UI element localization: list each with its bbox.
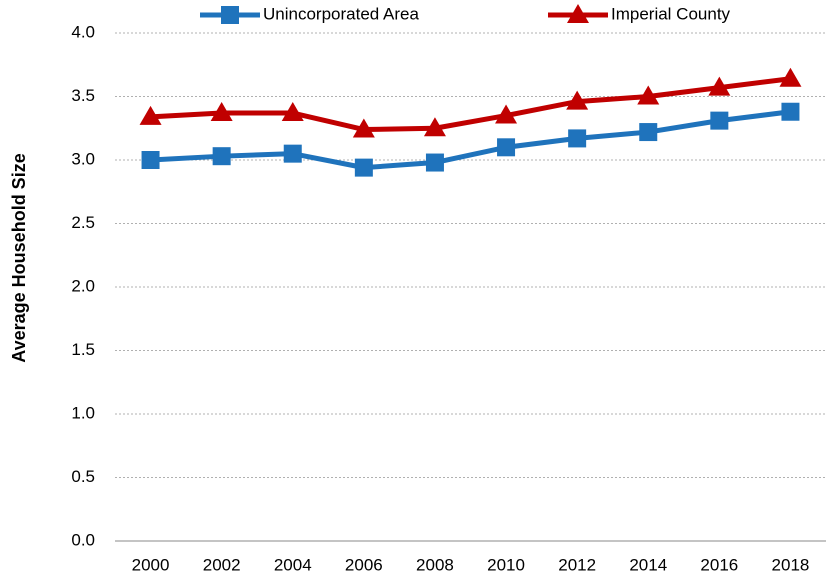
data-point xyxy=(283,144,302,163)
x-tick-label: 2012 xyxy=(558,555,596,574)
x-tick-label: 2000 xyxy=(132,555,170,574)
data-point xyxy=(423,117,446,137)
legend-label: Unincorporated Area xyxy=(263,4,419,23)
y-tick-label: 2.5 xyxy=(71,213,95,232)
y-tick-label: 0.5 xyxy=(71,467,95,486)
data-point xyxy=(708,76,731,96)
x-tick-label: 2010 xyxy=(487,555,525,574)
data-point xyxy=(637,85,660,105)
x-tick-label: 2006 xyxy=(345,555,383,574)
y-tick-label: 4.0 xyxy=(71,22,95,41)
data-point xyxy=(425,153,444,172)
data-point xyxy=(710,111,729,130)
data-point xyxy=(781,102,800,121)
legend-marker xyxy=(221,6,239,24)
data-point xyxy=(779,67,802,87)
data-point xyxy=(497,138,516,157)
series-line xyxy=(150,109,791,171)
y-tick-label: 1.5 xyxy=(71,340,95,359)
series-line xyxy=(150,76,791,133)
data-point xyxy=(212,147,231,166)
data-point xyxy=(281,102,304,122)
data-point xyxy=(139,105,162,125)
y-axis-label: Average Household Size xyxy=(9,153,29,362)
legend-label: Imperial County xyxy=(611,4,731,23)
y-tick-label: 1.0 xyxy=(71,403,95,422)
data-point xyxy=(568,129,587,148)
data-point xyxy=(639,123,658,142)
y-tick-label: 0.0 xyxy=(71,530,95,549)
y-tick-label: 3.5 xyxy=(71,86,95,105)
x-tick-label: 2004 xyxy=(274,555,312,574)
x-tick-label: 2016 xyxy=(700,555,738,574)
data-point xyxy=(495,104,518,124)
data-point xyxy=(210,102,233,122)
legend-marker xyxy=(567,4,589,23)
y-tick-label: 2.0 xyxy=(71,276,95,295)
y-tick-label: 3.0 xyxy=(71,149,95,168)
data-point xyxy=(354,158,373,177)
x-tick-label: 2002 xyxy=(203,555,241,574)
data-point xyxy=(352,118,375,138)
x-tick-label: 2008 xyxy=(416,555,454,574)
data-point xyxy=(566,90,589,110)
x-tick-label: 2018 xyxy=(772,555,810,574)
x-tick-label: 2014 xyxy=(629,555,667,574)
data-point xyxy=(141,151,160,169)
